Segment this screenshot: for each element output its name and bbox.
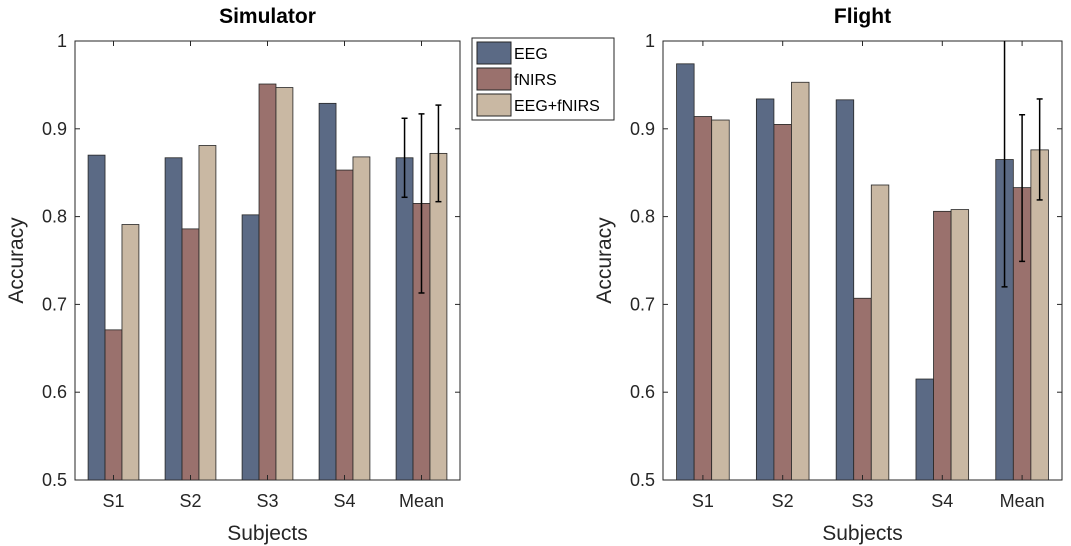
x-tick-label-s1: S1	[692, 491, 714, 511]
chart-title: Flight	[834, 5, 891, 28]
y-tick-label: 0.5	[42, 470, 67, 490]
bar-fnirs-s1	[693, 116, 713, 481]
legend-swatch-fnirs	[476, 67, 512, 91]
bar-eeg-s2	[164, 157, 183, 481]
bar-eeg-fnirs-s4	[352, 156, 371, 481]
bar-eeg-mean	[395, 157, 414, 481]
bar-eeg-fnirs-s4	[950, 209, 970, 481]
y-tick-label: 1	[645, 31, 655, 51]
x-tick-label-s3: S3	[256, 491, 278, 511]
x-axis-label: Subjects	[822, 522, 903, 545]
x-axis-label: Subjects	[227, 522, 308, 545]
y-tick-label: 0.9	[630, 119, 655, 139]
bar-fnirs-s2	[773, 124, 792, 481]
bar-eeg-s3	[241, 214, 260, 481]
bar-eeg-fnirs-s1	[711, 119, 730, 481]
bar-fnirs-s3	[258, 83, 277, 481]
x-tick-label-s1: S1	[102, 491, 124, 511]
bar-eeg-s2	[755, 98, 775, 481]
bar-eeg-s1	[87, 154, 106, 481]
legend-swatch-eeg	[476, 41, 512, 65]
x-tick-label-s3: S3	[851, 491, 873, 511]
bar-eeg-s3	[835, 99, 855, 481]
bar-eeg-fnirs-s3	[275, 87, 294, 481]
x-tick-label-mean: Mean	[1000, 491, 1045, 511]
bar-fnirs-s2	[181, 228, 200, 481]
chart-flight: 0.5 0.6 0.7 0.8 0.9 1 S1 S2 S3 S4 Mean Flight Subjec…	[593, 5, 1063, 545]
y-tick-label: 0.9	[42, 119, 67, 139]
bar-eeg-fnirs-s2	[791, 81, 810, 481]
y-tick-label: 0.7	[630, 294, 655, 314]
y-tick-label: 0.6	[42, 382, 67, 402]
chart-simulator: 0.5 0.6 0.7 0.8 0.9 1 S1 S2 S3 S4 Mean Simulator Sub…	[5, 5, 461, 545]
x-tick-label-s2: S2	[772, 491, 794, 511]
bar-eeg-fnirs-s1	[121, 224, 140, 481]
bar-fnirs-s4	[335, 169, 354, 481]
x-tick-label-mean: Mean	[399, 491, 444, 511]
x-tick-label-s4: S4	[333, 491, 355, 511]
legend-label-fnirs: fNIRS	[514, 72, 557, 89]
y-tick-label: 0.7	[42, 294, 67, 314]
y-tick-label: 0.8	[630, 207, 655, 227]
bar-eeg-s1	[676, 63, 695, 481]
bar-eeg-s4	[318, 102, 337, 481]
legend-label-eeg: EEG	[514, 46, 548, 63]
y-tick-label: 0.8	[42, 207, 67, 227]
bar-eeg-s4	[915, 378, 934, 481]
legend: EEG fNIRS EEG+fNIRS	[471, 37, 615, 121]
x-tick-label-s4: S4	[931, 491, 953, 511]
y-tick-label: 0.5	[630, 470, 655, 490]
chart-title: Simulator	[219, 5, 316, 28]
bar-fnirs-s1	[104, 329, 123, 481]
legend-label-eeg-fnirs: EEG+fNIRS	[514, 98, 600, 115]
bar-fnirs-s3	[853, 297, 872, 481]
bar-eeg-fnirs-s2	[198, 145, 217, 481]
y-axis-label: Accuracy	[5, 217, 28, 304]
legend-swatch-eeg-fnirs	[476, 93, 512, 117]
x-tick-label-s2: S2	[179, 491, 201, 511]
y-tick-label: 0.6	[630, 382, 655, 402]
bar-fnirs-s4	[933, 210, 952, 481]
bar-eeg-fnirs-s3	[870, 184, 890, 481]
y-tick-label: 1	[57, 31, 67, 51]
y-axis-label: Accuracy	[593, 217, 616, 304]
